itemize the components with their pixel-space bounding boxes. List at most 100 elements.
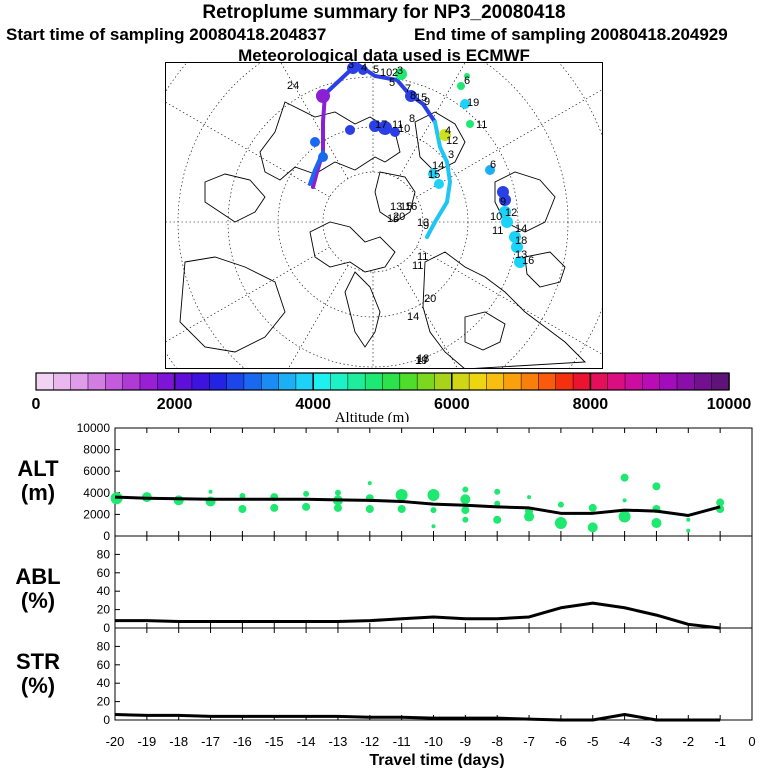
x-tick-label: -8 [491, 734, 503, 749]
trajectory-day-label: 7 [405, 83, 411, 95]
altitude-cluster-marker [334, 489, 341, 496]
altitude-cluster-marker [427, 488, 440, 501]
x-tick-label: -6 [555, 734, 567, 749]
colorbar-segment [503, 372, 522, 391]
colorbar-tick-label: 6000 [434, 396, 470, 413]
y-tick-label: 20 [97, 695, 111, 709]
meridian-line [416, 88, 603, 198]
altitude-cluster-marker [395, 488, 408, 501]
colorbar-segment [139, 372, 159, 391]
colorbar-segment [538, 372, 557, 391]
colorbar-segment [572, 372, 592, 391]
trajectory-day-label: 3 [348, 62, 354, 71]
trajectory-day-label: 16 [387, 213, 399, 225]
y-tick-label: 2000 [83, 507, 110, 521]
altitude-cluster-marker [557, 501, 564, 508]
trajectory-cluster-marker [405, 90, 417, 102]
colorbar-axis-label: Altitude (m) [335, 410, 410, 422]
trajectory-cluster-marker [310, 137, 320, 147]
colorbar-segment [295, 372, 314, 391]
altitude-cluster-marker [367, 481, 372, 486]
y-tick-label: 8000 [83, 443, 110, 457]
trajectory-path [355, 62, 437, 124]
map-frame [165, 62, 603, 369]
x-tick-label: -16 [233, 734, 252, 749]
trajectory-day-label: 9 [500, 196, 506, 208]
altitude-cluster-marker [493, 515, 502, 524]
y-tick-label: 0 [103, 529, 110, 543]
trajectory-cluster-marker [358, 65, 368, 75]
trajectory-day-label: 15 [428, 169, 440, 181]
trajectory-cluster-marker [429, 168, 437, 176]
x-tick-label: -12 [360, 734, 379, 749]
panel-frame [114, 627, 753, 721]
x-tick-label: -18 [169, 734, 188, 749]
trajectory-day-label: 6 [490, 159, 496, 171]
altitude-cluster-marker [686, 528, 691, 533]
coastline [464, 311, 506, 351]
altitude-cluster-marker [461, 506, 470, 515]
colorbar-segment [87, 372, 107, 391]
trajectory-cluster-marker [347, 62, 359, 74]
x-tick-label: -20 [106, 734, 125, 749]
colorbar-segment [451, 372, 470, 391]
trajectory-day-label: 4 [361, 62, 367, 74]
trajectory-day-label: 11 [476, 119, 487, 131]
colorbar-segment [520, 372, 540, 391]
altitude-cluster-marker [618, 510, 631, 523]
x-tick-label: 0 [748, 734, 755, 749]
trajectory-day-label: 3 [448, 149, 454, 161]
colorbar-tick-label: 8000 [573, 396, 609, 413]
trajectory-cluster-marker [511, 241, 523, 253]
altitude-cluster-marker [622, 498, 627, 503]
x-tick-label: -19 [137, 734, 156, 749]
trajectory-day-label: 8 [409, 113, 415, 125]
trajectory-day-label: 12 [446, 135, 458, 147]
trajectory-day-label: 18 [417, 353, 429, 365]
y-tick-label: 0 [103, 713, 110, 727]
coastline [374, 171, 416, 223]
trajectory-day-label: 17 [416, 355, 428, 367]
colorbar-segment [122, 372, 141, 391]
altitude-cluster-marker [431, 524, 436, 529]
x-tick-label: -4 [619, 734, 631, 749]
colorbar-segment [226, 372, 245, 391]
y-tick-label: 60 [97, 658, 111, 672]
coastline [414, 111, 466, 173]
trajectory-cluster-marker [345, 125, 355, 135]
y-tick-label: 20 [97, 603, 111, 617]
trajectory-cluster-marker [369, 120, 381, 132]
trajectory-day-label: 16 [522, 255, 534, 267]
colorbar-tick-label: 2000 [157, 396, 193, 413]
coastline [204, 173, 266, 223]
trajectory-day-label: 18 [515, 235, 527, 247]
trajectory-cluster-marker [485, 165, 495, 175]
colorbar-segment [382, 372, 401, 391]
altitude-colorbar: 0 2000 4000 6000 8000 10000 Altitude (m) [32, 372, 751, 422]
trajectory-day-label: 19 [467, 97, 479, 109]
figure-title: Retroplume summary for NP3_20080418 [202, 2, 566, 23]
trajectory-day-label: 15 [415, 92, 427, 104]
trajectory-cluster-marker [390, 127, 400, 137]
trajectory-day-label: 10 [490, 211, 502, 223]
x-tick-label: -11 [393, 734, 411, 749]
x-tick-label: -1 [714, 734, 726, 749]
colorbar-segment [694, 372, 713, 391]
trajectory-day-label: 24 [287, 80, 299, 92]
trajectory-day-label: 9 [423, 220, 429, 232]
trajectory-day-label: 5 [373, 64, 379, 76]
trajectory-day-label: 11 [412, 260, 423, 272]
colorbar-segment [330, 372, 349, 391]
colorbar-segment [347, 372, 366, 391]
colorbar-segment [434, 372, 453, 391]
trajectory-cluster-marker [509, 231, 521, 243]
alt-label-text: ALT (m) [17, 456, 59, 505]
altitude-cluster-marker [239, 493, 246, 500]
colorbar-segment [157, 372, 176, 391]
y-tick-label: 60 [97, 566, 111, 580]
altitude-cluster-marker [716, 498, 725, 507]
colorbar-segment [607, 372, 626, 391]
latitude-circle [227, 76, 519, 368]
altitude-cluster-marker [238, 505, 247, 513]
altitude-cluster-marker [462, 486, 469, 493]
